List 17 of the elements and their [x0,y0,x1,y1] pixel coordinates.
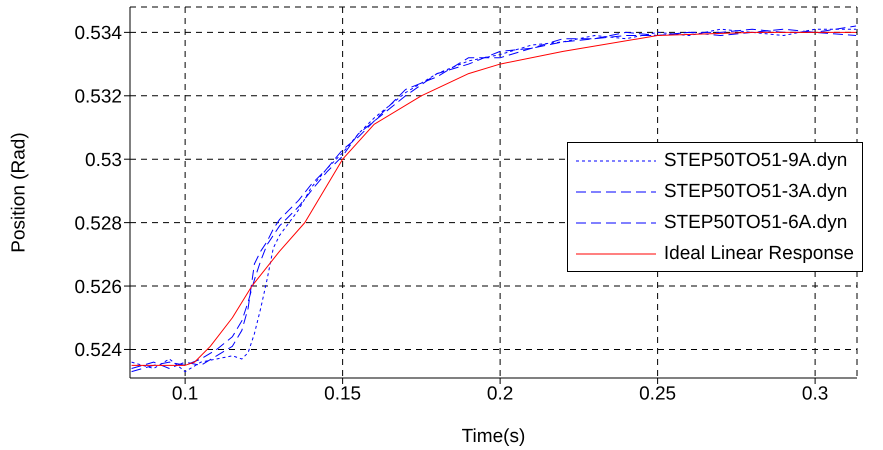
y-axis-title: Position (Rad) [8,132,30,253]
y-tick-label: 0.532 [74,86,122,108]
y-tick-label: 0.534 [74,23,122,44]
legend-label: STEP50TO51-3A.dyn [664,180,848,202]
legend-label: Ideal Linear Response [664,242,854,264]
x-tick-label: 0.3 [802,383,828,404]
x-tick-label: 0.1 [172,383,198,404]
y-tick-label: 0.53 [85,150,122,171]
x-tick-label: 0.15 [324,383,362,404]
x-tick-label: 0.2 [486,383,514,404]
x-axis-title: Time(s) [462,426,526,447]
x-tick-label: 0.25 [639,383,676,404]
y-tick-label: 0.526 [74,276,122,298]
y-tick-label: 0.528 [74,213,122,234]
y-tick-label: 0.524 [74,340,122,362]
legend-label: STEP50TO51-9A.dyn [664,150,848,172]
legend-label: STEP50TO51-6A.dyn [664,212,848,234]
